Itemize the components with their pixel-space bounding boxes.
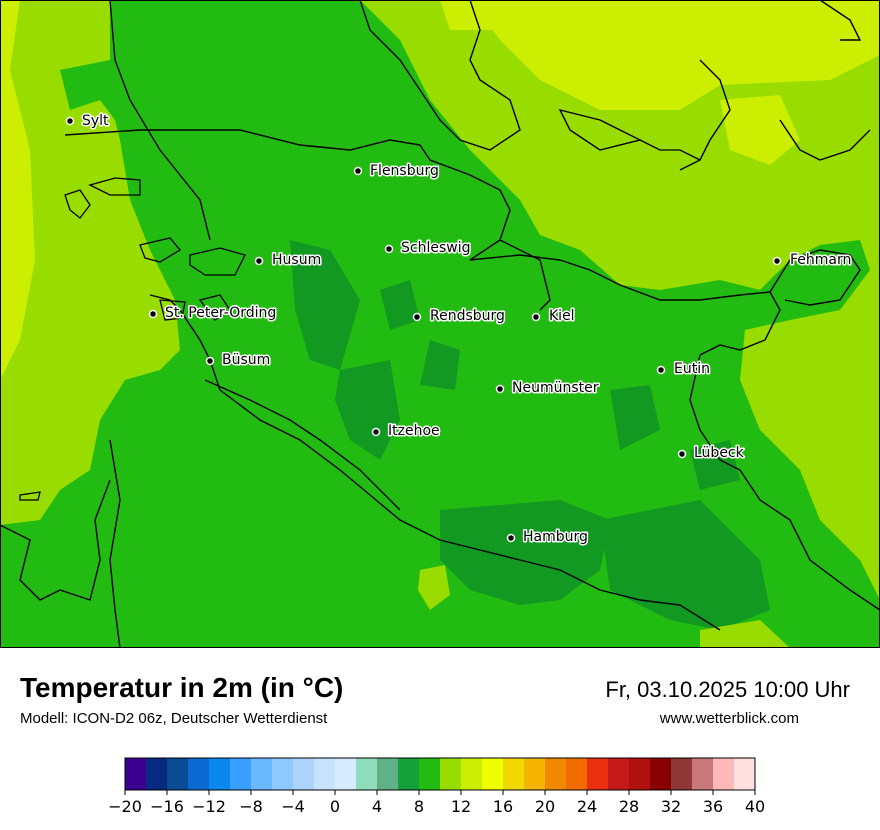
color-scale-swatch [251,758,273,790]
city-label: Büsum [222,352,270,368]
warm-inland-spot [418,565,450,610]
borders [0,0,880,648]
city-label: Neumünster [512,380,599,396]
color-scale-swatch [314,758,336,790]
color-scale-swatch [377,758,399,790]
scale-tick-label: −16 [150,797,184,816]
city-label: Eutin [674,361,710,377]
scale-tick-label: −8 [239,797,263,816]
color-scale-swatch [125,758,147,790]
color-scale-swatch [608,758,630,790]
city-label: Kiel [549,308,575,324]
city-label: Schleswig [401,240,470,256]
color-scale-swatch [650,758,672,790]
scale-tick-label: −4 [281,797,305,816]
color-scale-swatch [293,758,315,790]
color-scale-outline [124,757,756,791]
city-st-peter-ording: St. Peter-Ording [148,304,278,323]
city-fehmarn: Fehmarn [772,251,853,270]
color-scale-swatch [419,758,441,790]
city-label: Flensburg [370,163,439,179]
city-label: Itzehoe [388,423,440,439]
city-label: St. Peter-Ording [165,305,276,321]
color-scale-swatch [692,758,714,790]
land-mid-green [0,0,880,648]
color-scale-ticks: −20 −16 −12 −8 −4 0 4 8 12 16 20 24 28 32 36 40 [108,790,765,816]
warm-southeast-spot [700,620,790,648]
scale-tick-label: 0 [330,797,340,816]
color-scale-swatch [713,758,735,790]
scale-tick-label: 24 [577,797,597,816]
scale-tick-label: 4 [372,797,382,816]
city-markers: Sylt Flensburg Schleswig Husum Fehmarn S… [65,112,853,547]
islands [19,139,701,501]
color-scale-swatch [356,758,378,790]
city-label: Hamburg [523,529,588,545]
color-scale-swatch [587,758,609,790]
scale-tick-label: −20 [108,797,142,816]
scale-tick-label: 28 [619,797,639,816]
city-flensburg: Flensburg [353,162,440,181]
color-scale-swatch [461,758,483,790]
color-scale-swatch [545,758,567,790]
color-scale-swatch [209,758,231,790]
scale-tick-label: 12 [451,797,471,816]
forecast-datetime: Fr, 03.10.2025 10:00 Uhr [605,677,850,702]
city-label: Rendsburg [430,308,505,324]
color-scale-swatch [146,758,168,790]
color-scale-swatch [440,758,462,790]
city-hamburg: Hamburg [506,528,589,547]
color-scale-swatch [482,758,504,790]
city-rendsburg: Rendsburg [412,307,506,326]
color-scale-swatch [272,758,294,790]
city-label: Lübeck [694,445,745,461]
cool-land-zones [290,240,770,630]
city-label: Husum [272,252,321,268]
color-scale-swatch [671,758,693,790]
page-title: Temperatur in 2m (in °C) [20,672,344,703]
color-scale-swatch [230,758,252,790]
city-schleswig: Schleswig [384,239,472,258]
color-scale-swatch [566,758,588,790]
city-sylt: Sylt [65,112,111,131]
scale-tick-label: 16 [493,797,513,816]
color-scale-bars [124,757,756,791]
scale-tick-label: 40 [745,797,765,816]
city-buesum: Büsum [205,351,272,370]
scale-tick-label: 36 [703,797,723,816]
city-luebeck: Lübeck [677,444,746,463]
city-kiel: Kiel [531,307,576,326]
city-label: Fehmarn [790,252,851,268]
color-scale-swatch [524,758,546,790]
color-scale-swatch [167,758,189,790]
color-scale-swatch [335,758,357,790]
city-itzehoe: Itzehoe [371,422,441,441]
scale-tick-label: 8 [414,797,424,816]
color-scale-swatch [503,758,525,790]
city-label: Sylt [82,113,109,129]
city-neumuenster: Neumünster [495,379,600,398]
land-upper-left [60,60,125,120]
color-scale-swatch [398,758,420,790]
color-scale-swatch [629,758,651,790]
color-scale-swatch [734,758,756,790]
temperature-map: Sylt Flensburg Schleswig Husum Fehmarn S… [0,0,880,648]
scale-tick-label: 32 [661,797,681,816]
city-eutin: Eutin [656,360,711,379]
scale-tick-label: 20 [535,797,555,816]
color-scale-legend: −20 −16 −12 −8 −4 0 4 8 12 16 20 24 28 32 36 40 [108,757,765,816]
warm-sea-zones [0,0,880,380]
website-link[interactable]: www.wetterblick.com [659,710,799,727]
city-husum: Husum [254,251,323,270]
color-scale-swatch [188,758,210,790]
scale-tick-label: −12 [192,797,226,816]
model-subtitle: Modell: ICON-D2 06z, Deutscher Wetterdie… [20,710,328,727]
